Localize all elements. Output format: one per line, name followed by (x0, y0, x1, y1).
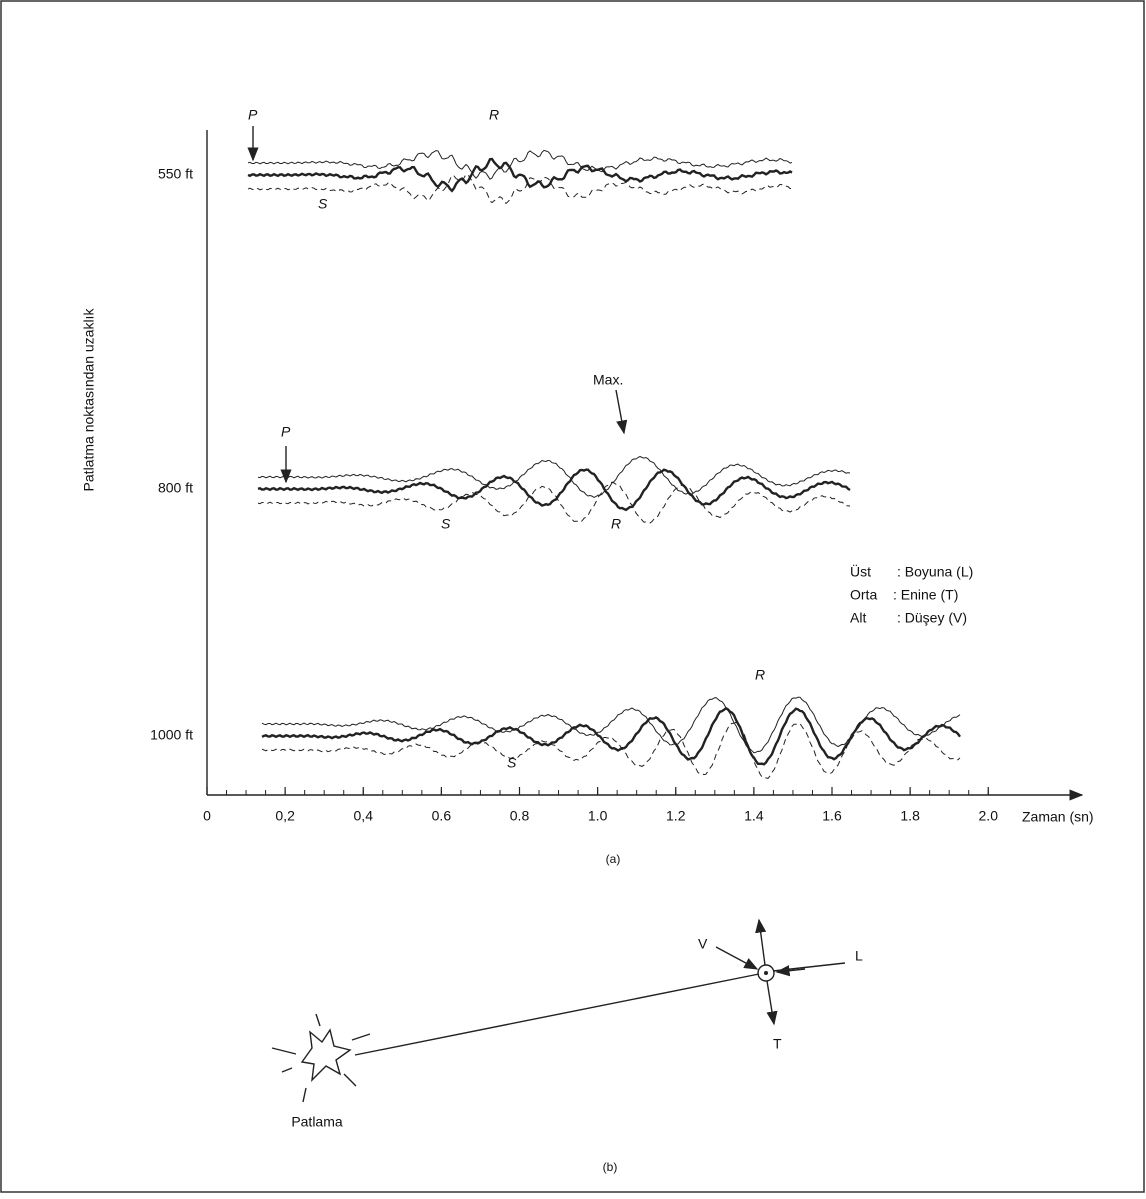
row-label: 1000 ft (150, 727, 193, 743)
annotation: Max. (593, 372, 623, 388)
traces (247, 149, 961, 779)
label: V (698, 936, 708, 952)
annotation: R (755, 667, 765, 683)
waveform (247, 173, 793, 205)
waveform (257, 468, 851, 512)
x-tick-label: 2.0 (979, 808, 999, 824)
x-tick-label: 0 (203, 808, 211, 824)
x-tick-label: 0.6 (432, 808, 452, 824)
diagram-b (271, 918, 846, 1103)
label: T (773, 1036, 782, 1052)
legend-key: Orta (850, 587, 877, 603)
annotation: S (441, 516, 451, 532)
annotation: S (507, 755, 517, 771)
x-tick-label: 1.8 (900, 808, 920, 824)
caption: (b) (603, 1160, 618, 1174)
waveform (261, 696, 961, 754)
caption: (a) (606, 852, 621, 866)
x-tick-label: 0,4 (354, 808, 374, 824)
x-tick-label: 1.2 (666, 808, 686, 824)
label: Patlama (291, 1114, 343, 1130)
y-axis-label: Patlatma noktasından uzaklık (81, 308, 97, 492)
annotation: R (611, 516, 621, 532)
legend-key: Üst (850, 563, 871, 580)
x-axis-label: Zaman (sn) (1022, 809, 1094, 825)
x-tick-label: 1.6 (822, 808, 842, 824)
row-label: 550 ft (158, 166, 193, 182)
x-tick-label: 0,2 (275, 808, 295, 824)
x-tick-label: 1.0 (588, 808, 608, 824)
waveform (261, 706, 961, 766)
arrow (615, 389, 628, 435)
legend-text: : Düşey (V) (897, 610, 967, 626)
annotation: P (281, 424, 291, 440)
x-tick-label: 0.8 (510, 808, 530, 824)
legend-key: Alt (850, 610, 866, 626)
annotation: S (318, 196, 328, 212)
label: L (855, 948, 863, 964)
waveform (257, 455, 851, 498)
annotation: R (489, 107, 499, 123)
row-label: 800 ft (158, 480, 193, 496)
legend-text: : Boyuna (L) (897, 564, 973, 580)
waveform (247, 157, 793, 193)
legend-text: : Enine (T) (893, 587, 958, 603)
annotation: P (248, 107, 258, 123)
x-tick-label: 1.4 (744, 808, 764, 824)
waveform (247, 149, 793, 180)
waveform (261, 721, 961, 779)
